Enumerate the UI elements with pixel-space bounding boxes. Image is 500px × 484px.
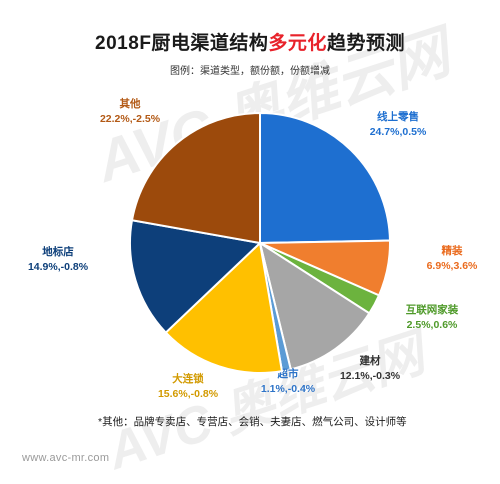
slice-value-label: 15.6%,-0.8% (158, 388, 219, 400)
footnote: *其他：品牌专卖店、专营店、会销、夫妻店、燃气公司、设计师等 (98, 416, 407, 428)
slice-value-label: 22.2%,-2.5% (100, 113, 161, 125)
slice-name-label: 建材 (359, 354, 381, 367)
slice-value-label: 1.1%,-0.4% (261, 383, 316, 395)
website-url: www.avc-mr.com (22, 452, 110, 464)
slice-name-label: 精装 (442, 244, 463, 257)
slice-value-label: 14.9%,-0.8% (28, 261, 89, 273)
pie-slice-1 (259, 111, 391, 245)
slice-value-label: 2.5%,0.6% (407, 319, 458, 331)
slice-name-label: 其他 (120, 97, 141, 110)
pie-slice-7 (129, 219, 263, 334)
slice-name-label: 地标店 (42, 245, 74, 258)
chart-title-part1: 2018F厨电渠道结构 (95, 33, 269, 54)
pie-chart: 线上零售 24.7%,0.5% 精装 6.9%,3.6% 互联网家装 2.5%,0.6% 建… (28, 97, 478, 400)
pie-slice-6 (164, 240, 284, 374)
slice-name-label: 大连锁 (172, 372, 204, 385)
slice-value-label: 6.9%,3.6% (427, 260, 478, 272)
chart-legend-note: 图例：渠道类型，额份额，份额增减 (170, 66, 330, 77)
pie-slice-8 (130, 111, 261, 245)
slice-name-label: 互联网家装 (406, 303, 459, 316)
slice-name-label: 线上零售 (377, 110, 419, 123)
chart-title-part2: 趋势预测 (326, 33, 405, 54)
slice-value-label: 12.1%,-0.3% (340, 370, 401, 382)
pie-slice-4 (258, 240, 371, 371)
slice-value-label: 24.7%,0.5% (370, 126, 427, 138)
chart-title: 2018F厨电渠道结构多元化趋势预测 (0, 28, 500, 55)
chart-title-highlight: 多元化 (268, 33, 327, 54)
